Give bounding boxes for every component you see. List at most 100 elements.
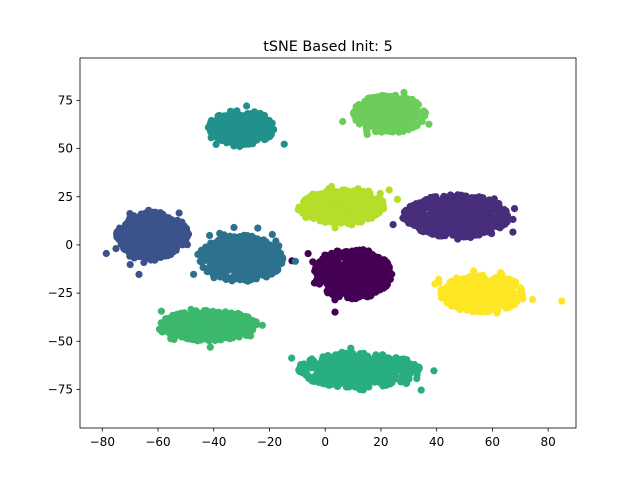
data-point: [381, 106, 389, 114]
data-point: [392, 120, 400, 128]
data-point: [303, 202, 311, 211]
data-point: [280, 140, 288, 148]
data-point: [204, 313, 212, 321]
data-point: [383, 259, 391, 267]
data-point: [336, 288, 344, 296]
data-point: [175, 209, 183, 217]
x-tick-label: 60: [485, 435, 500, 449]
data-point: [321, 277, 329, 285]
data-point: [379, 201, 387, 209]
data-point: [134, 226, 142, 234]
data-point: [489, 223, 497, 231]
data-point: [278, 259, 286, 267]
data-point: [233, 325, 241, 333]
data-point: [378, 93, 386, 101]
data-point: [319, 269, 327, 277]
x-tick-label: 80: [540, 435, 555, 449]
data-point: [226, 335, 234, 343]
data-point: [212, 317, 220, 325]
data-point: [348, 295, 356, 303]
y-tick-label: −50: [48, 334, 73, 348]
data-point: [459, 232, 467, 240]
data-point: [355, 211, 363, 220]
data-point: [332, 267, 340, 275]
data-point: [450, 199, 458, 207]
data-point: [264, 270, 272, 278]
data-point: [493, 307, 501, 315]
data-point: [323, 211, 331, 219]
data-point: [305, 213, 313, 221]
data-point: [339, 117, 347, 126]
data-point: [206, 343, 214, 351]
data-point: [299, 360, 307, 368]
data-point: [510, 205, 519, 213]
data-point: [375, 376, 383, 384]
cluster-8: [339, 88, 433, 138]
data-point: [495, 274, 503, 282]
data-point: [387, 124, 395, 132]
data-point: [466, 296, 474, 304]
data-point: [496, 224, 504, 232]
data-point: [352, 252, 361, 260]
data-point: [392, 354, 400, 362]
data-point: [206, 262, 214, 270]
data-point: [501, 281, 509, 289]
data-point: [428, 211, 436, 220]
data-point: [417, 386, 425, 394]
data-point: [382, 282, 390, 290]
data-point: [367, 194, 375, 202]
data-point: [133, 219, 142, 227]
data-point: [455, 288, 464, 296]
data-point: [216, 124, 224, 132]
data-point: [194, 336, 202, 344]
data-point: [236, 239, 244, 247]
data-point: [324, 190, 333, 198]
data-point: [213, 258, 222, 266]
data-point: [230, 272, 238, 280]
data-point: [403, 356, 411, 364]
data-point: [351, 359, 359, 367]
data-point: [401, 122, 409, 130]
data-point: [184, 323, 192, 331]
data-point: [308, 355, 316, 363]
data-point: [349, 365, 357, 374]
data-point: [219, 133, 227, 141]
data-point: [392, 111, 401, 119]
data-point: [433, 222, 442, 230]
data-point: [313, 271, 321, 279]
data-point: [341, 358, 349, 366]
data-point: [120, 245, 128, 253]
data-point: [115, 235, 123, 243]
data-point: [402, 379, 410, 387]
data-point: [181, 227, 189, 235]
data-point: [233, 260, 241, 268]
data-point: [250, 234, 258, 242]
data-point: [366, 254, 374, 262]
data-point: [312, 264, 320, 272]
chart-title: tSNE Based Init: 5: [263, 39, 393, 55]
data-point: [303, 196, 312, 204]
data-point: [304, 250, 312, 258]
data-point: [470, 221, 479, 229]
data-point: [321, 217, 329, 225]
data-point: [395, 128, 403, 136]
data-point: [102, 249, 110, 258]
data-point: [196, 312, 204, 321]
data-point: [461, 214, 469, 222]
data-point: [367, 202, 375, 210]
data-point: [484, 204, 492, 212]
data-point: [315, 368, 323, 376]
data-point: [148, 217, 156, 225]
data-point: [331, 188, 339, 196]
x-tick-label: −60: [145, 435, 170, 449]
data-point: [241, 120, 249, 128]
data-point: [508, 277, 516, 285]
data-point: [227, 128, 235, 136]
data-point: [222, 275, 230, 284]
data-point: [413, 375, 421, 383]
cluster-9: [294, 182, 402, 232]
data-point: [359, 275, 367, 283]
data-point: [488, 230, 496, 238]
data-point: [250, 262, 258, 270]
data-point: [220, 330, 228, 338]
